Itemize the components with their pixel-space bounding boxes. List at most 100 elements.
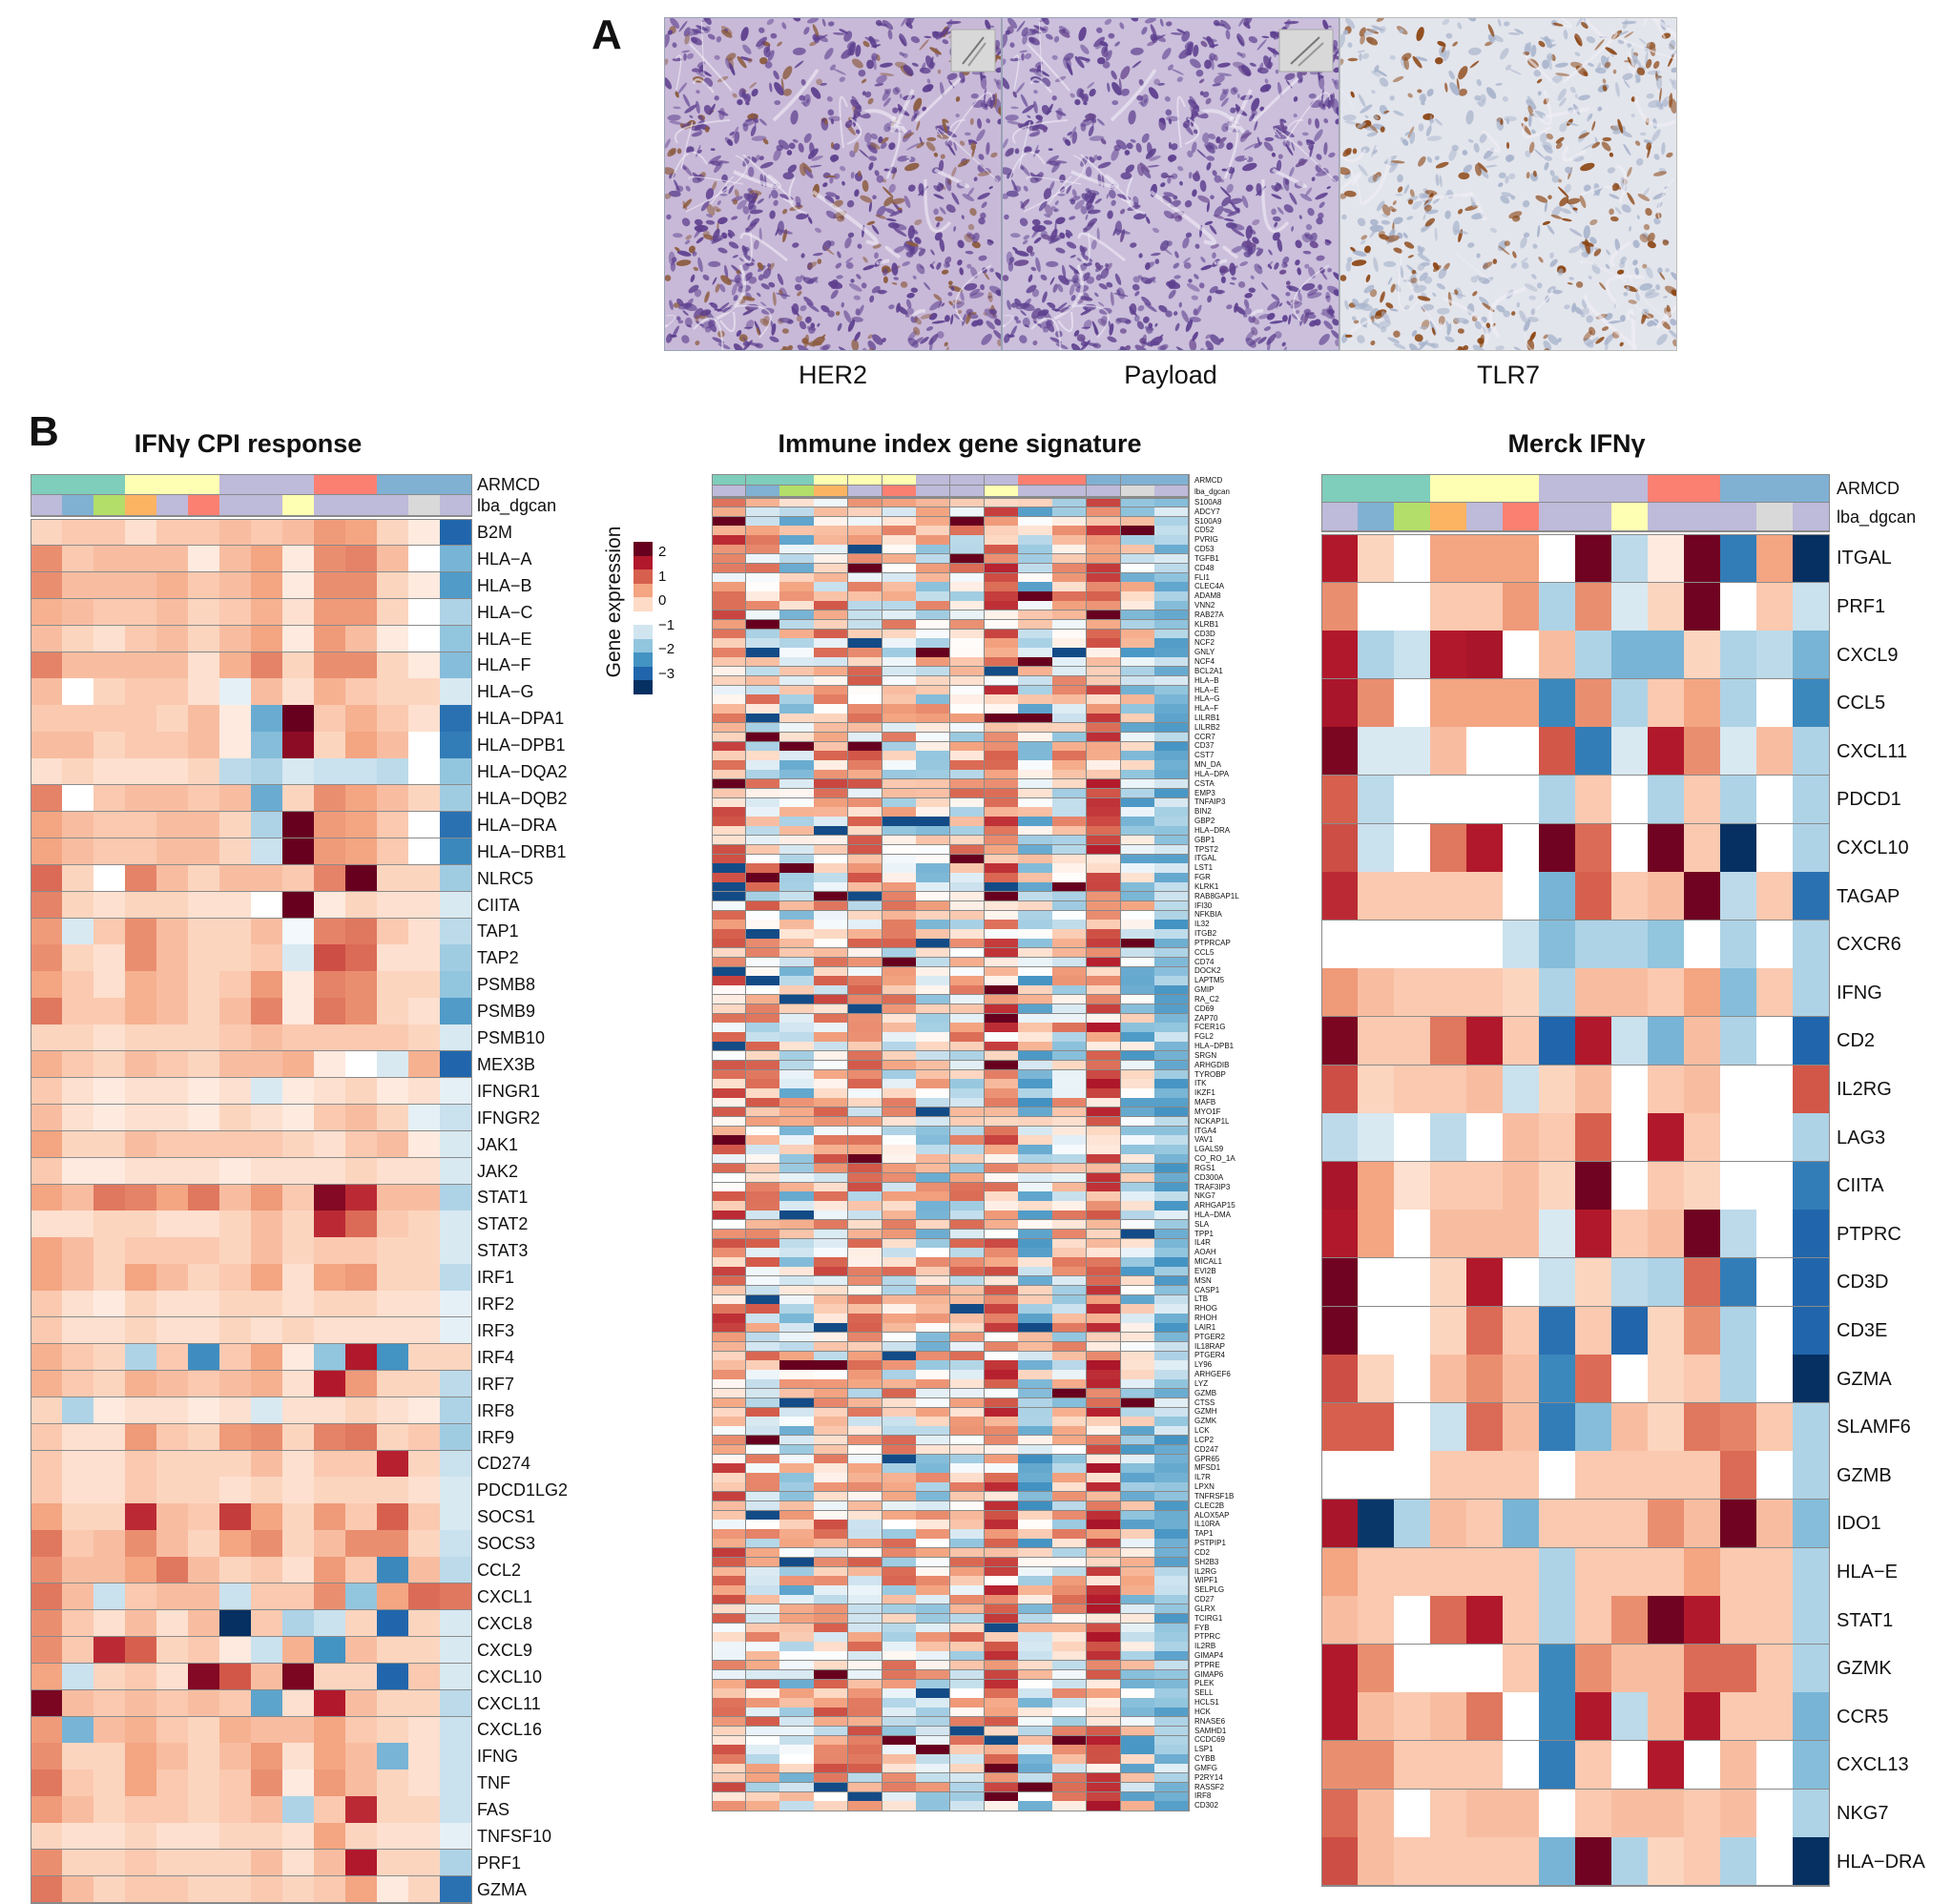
heatmap-cell: [1087, 1042, 1121, 1051]
heatmap-cell: [950, 714, 985, 723]
heatmap-cell: [62, 1424, 94, 1451]
heatmap-cell: [1611, 1548, 1649, 1597]
heatmap-cell: [1121, 1127, 1155, 1136]
heatmap-cell: [746, 1661, 780, 1670]
heatmap-cell: [848, 901, 883, 911]
heatmap-cell: [1018, 1098, 1052, 1107]
heatmap-cell: [1121, 517, 1155, 527]
heatmap-cell: [1018, 526, 1052, 535]
heatmap-cell: [1121, 1529, 1155, 1539]
heatmap-cell: [1052, 1632, 1087, 1642]
heatmap-cell: [746, 798, 780, 808]
heatmap-cell: [712, 1661, 746, 1670]
heatmap-cell: [314, 599, 346, 626]
heatmap-cell: [1121, 836, 1155, 845]
heatmap-cell: [1087, 1323, 1121, 1333]
heatmap-cell: [188, 865, 220, 892]
heatmap-cell: [408, 1583, 441, 1610]
heatmap-cell: [219, 785, 252, 812]
heatmap-cell: [883, 855, 917, 864]
heatmap-cell: [156, 1664, 189, 1690]
heatmap-cell: [93, 519, 126, 546]
heatmap-cell: [1575, 872, 1612, 921]
heatmap-cell: [848, 967, 883, 977]
heatmap-cell: [1087, 1070, 1121, 1080]
heatmap-cell: [314, 1743, 346, 1769]
heatmap-cell: [1394, 1500, 1431, 1548]
annotation-cell: [62, 495, 94, 516]
heatmap-cell: [950, 1455, 985, 1464]
heatmap-cell: [1575, 1790, 1612, 1838]
heatmap-cell: [1394, 679, 1431, 728]
heatmap-cell: [712, 667, 746, 676]
gene-label: HLA−DRA: [477, 817, 557, 834]
heatmap-cell: [62, 1477, 94, 1503]
heatmap-cell: [1154, 1688, 1189, 1698]
heatmap-cell: [1154, 601, 1189, 611]
heatmap-cell: [1018, 1632, 1052, 1642]
heatmap-cell: [62, 1876, 94, 1903]
heatmap-cell: [746, 1239, 780, 1249]
heatmap-cell: [1121, 1624, 1155, 1633]
heatmap-cell: [62, 1105, 94, 1131]
heatmap-cell: [779, 545, 814, 554]
heatmap-cell: [1018, 648, 1052, 657]
heatmap-cell: [746, 573, 780, 583]
heatmap-cell: [219, 1717, 252, 1744]
heatmap-cell: [31, 1477, 63, 1503]
heatmap-cell: [1052, 733, 1087, 742]
heatmap-cell: [1154, 1173, 1189, 1183]
heatmap-cell: [1430, 1113, 1467, 1162]
heatmap-cell: [345, 1796, 378, 1823]
gene-label: LYZ: [1194, 1380, 1208, 1388]
heatmap-cell: [883, 873, 917, 882]
heatmap-cell: [916, 686, 950, 695]
heatmap-cell: [814, 1398, 848, 1408]
heatmap-cell: [1121, 1304, 1155, 1314]
heatmap-cell: [779, 1417, 814, 1426]
heatmap-cell: [779, 573, 814, 583]
heatmap-cell: [408, 678, 441, 705]
gene-label: RAB27A: [1194, 611, 1224, 619]
heatmap-cell: [1121, 591, 1155, 601]
gene-label: GZMK: [1837, 1659, 1892, 1678]
heatmap-cell: [1154, 582, 1189, 591]
heatmap-cell: [848, 1257, 883, 1267]
heatmap-cell: [1087, 1585, 1121, 1595]
heatmap-cell: [916, 1651, 950, 1661]
heatmap-cell: [1121, 1764, 1155, 1773]
heatmap-cell: [125, 1557, 157, 1583]
heatmap-cell: [377, 1397, 409, 1424]
heatmap-cell: [779, 1352, 814, 1361]
heatmap-cell: [1018, 1698, 1052, 1707]
heatmap-cell: [377, 944, 409, 971]
heatmap-cell: [1052, 1154, 1087, 1164]
heatmap-cell: [377, 1637, 409, 1664]
heatmap-cell: [156, 678, 189, 705]
heatmap-cell: [916, 1230, 950, 1239]
heatmap-cell: [1430, 631, 1467, 679]
heatmap-cell: [883, 920, 917, 929]
heatmap-cell: [251, 1344, 283, 1371]
heatmap-cell: [1018, 967, 1052, 977]
gene-label: PTPRC: [1194, 1633, 1220, 1641]
heatmap-cell: [1611, 1500, 1649, 1548]
heatmap-cell: [814, 1707, 848, 1717]
heatmap-cell: [950, 517, 985, 527]
annotation-cell: [779, 486, 814, 497]
heatmap-cell: [1358, 1548, 1395, 1597]
heatmap-cell: [814, 967, 848, 977]
heatmap-cell: [219, 1743, 252, 1769]
heatmap-cell: [1087, 742, 1121, 752]
heatmap-cell: [814, 601, 848, 611]
heatmap-cell: [1720, 1548, 1757, 1597]
heatmap-cell: [219, 1344, 252, 1371]
her2-tissue-image: [665, 18, 1002, 351]
heatmap-cell: [282, 1211, 315, 1237]
heatmap-cell: [779, 554, 814, 564]
heatmap-cell: [1154, 1745, 1189, 1754]
heatmap-cell: [779, 611, 814, 620]
heatmap-cell: [188, 1131, 220, 1158]
heatmap-cell: [712, 620, 746, 630]
